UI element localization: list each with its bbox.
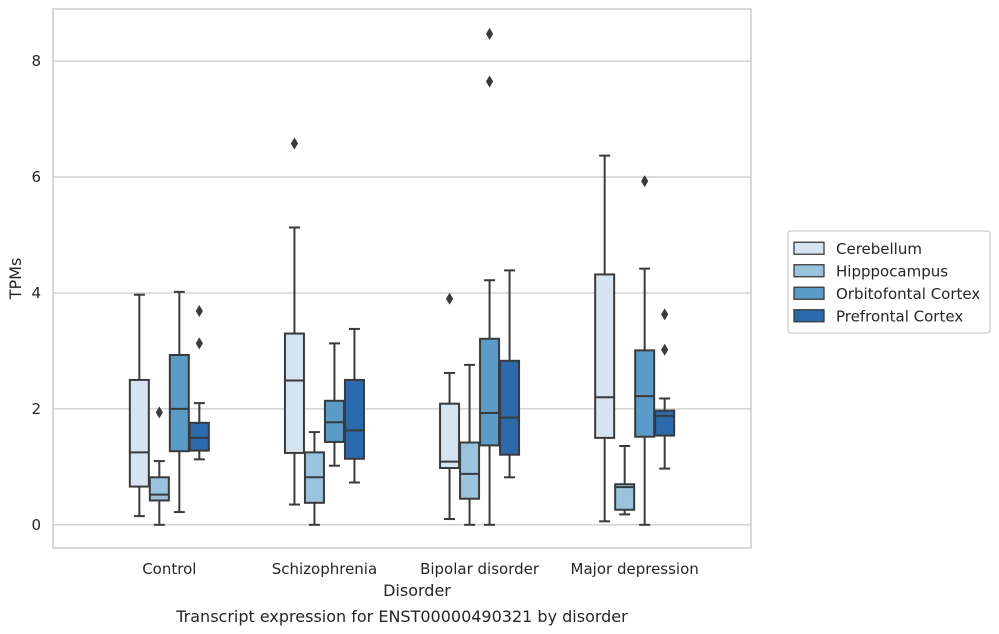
legend-frame xyxy=(787,230,991,334)
box-2-3 xyxy=(634,175,656,526)
box-body xyxy=(459,441,481,500)
outlier-marker xyxy=(661,308,669,321)
x-axis-label: Disorder xyxy=(383,581,451,600)
outlier-marker xyxy=(445,292,454,305)
legend-swatch xyxy=(793,309,825,323)
outlier-marker xyxy=(195,304,203,317)
box-0-0 xyxy=(128,293,150,518)
x-axis-ticks: Control Schizophrenia Bipolar disorder Majo… xyxy=(142,560,699,578)
legend: Cerebellum Hipppocampus Orbitofontal Corte… xyxy=(787,230,991,334)
box-3-3 xyxy=(654,308,676,470)
outlier-marker xyxy=(641,175,649,188)
box-body xyxy=(594,273,616,439)
box-2-2 xyxy=(479,27,501,526)
box-1-0 xyxy=(148,406,170,526)
box-body xyxy=(148,476,170,502)
box-3-1 xyxy=(343,327,365,484)
boxes xyxy=(128,27,676,526)
box-body xyxy=(439,402,461,470)
box-body xyxy=(128,378,150,488)
box-body xyxy=(614,483,636,511)
box-body xyxy=(283,332,305,454)
box-body xyxy=(654,409,676,437)
box-body xyxy=(634,349,656,438)
box-body xyxy=(343,378,365,460)
plot-frame xyxy=(52,8,752,549)
legend-label: Prefrontal Cortex xyxy=(836,307,963,325)
box-body xyxy=(479,337,501,447)
box-0-1 xyxy=(283,137,305,506)
x-tick-label: Schizophrenia xyxy=(272,560,377,578)
figure-caption: Transcript expression for ENST0000049032… xyxy=(175,607,628,626)
box-3-0 xyxy=(188,304,210,461)
y-tick-label: 2 xyxy=(31,400,41,418)
box-body xyxy=(499,359,521,456)
outlier-marker xyxy=(290,137,299,150)
outlier-marker xyxy=(485,75,494,88)
y-tick-label: 6 xyxy=(31,168,41,186)
y-axis-label: TPMs xyxy=(6,258,25,301)
box-0-2 xyxy=(439,292,461,521)
box-3-2 xyxy=(499,269,521,479)
y-axis-ticks: 0 2 4 6 8 xyxy=(31,52,41,534)
legend-swatch xyxy=(793,241,825,255)
box-1-2 xyxy=(459,363,481,526)
legend-swatch xyxy=(793,264,825,278)
legend-label: Hipppocampus xyxy=(836,262,948,280)
legend-label: Cerebellum xyxy=(836,240,922,258)
outlier-marker xyxy=(485,27,494,40)
box-1-1 xyxy=(303,431,325,526)
outlier-marker xyxy=(155,406,163,419)
box-2-0 xyxy=(168,290,190,514)
x-tick-label: Control xyxy=(142,560,196,578)
box-0-3 xyxy=(594,154,616,523)
outlier-marker xyxy=(195,337,203,350)
legend-label: Orbitofontal Cortex xyxy=(836,285,980,303)
y-tick-label: 8 xyxy=(31,52,41,70)
x-tick-label: Bipolar disorder xyxy=(420,560,540,578)
box-body xyxy=(188,421,210,452)
gridlines xyxy=(53,60,751,526)
outlier-marker xyxy=(661,343,669,356)
y-tick-label: 0 xyxy=(31,516,41,534)
x-tick-label: Major depression xyxy=(571,560,699,578)
box-2-1 xyxy=(323,342,345,467)
box-1-3 xyxy=(614,444,636,516)
legend-swatch xyxy=(793,286,825,300)
box-body xyxy=(168,354,190,453)
y-tick-label: 4 xyxy=(31,284,41,302)
